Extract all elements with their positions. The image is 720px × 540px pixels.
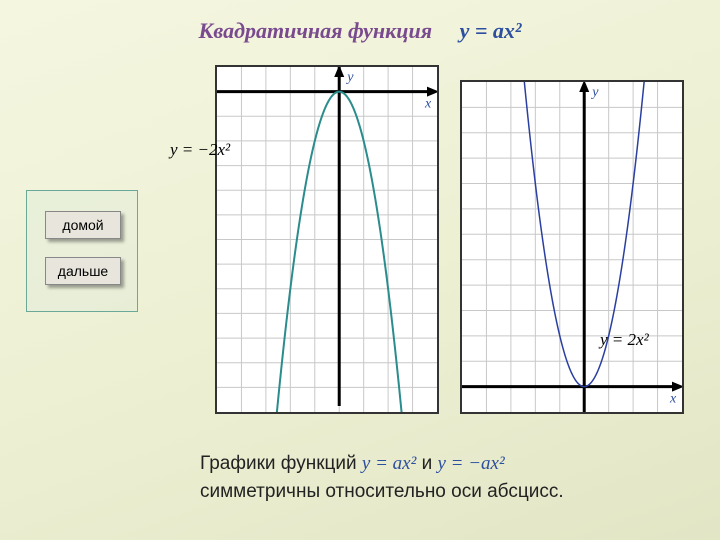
- chart-right: yx: [460, 80, 684, 414]
- caption: Графики функций y = ax² и y = −ax² симме…: [200, 450, 564, 505]
- next-button[interactable]: дальше: [45, 257, 121, 285]
- title-text-b: y = ax²: [460, 18, 522, 43]
- chart-right-formula: y = 2x²: [600, 330, 649, 350]
- title-text-a: Квадратичная функция: [199, 18, 433, 43]
- svg-text:y: y: [345, 70, 354, 85]
- svg-text:y: y: [590, 85, 599, 100]
- svg-text:x: x: [424, 97, 432, 112]
- home-button[interactable]: домой: [45, 211, 121, 239]
- svg-text:x: x: [669, 392, 677, 407]
- chart-left: yx: [215, 65, 439, 414]
- nav-panel: домой дальше: [26, 190, 138, 312]
- caption-1b: y = ax²: [362, 453, 416, 474]
- caption-2: симметричны относительно оси абсцисс.: [200, 481, 564, 502]
- caption-1c: и: [416, 453, 437, 474]
- caption-1a: Графики функций: [200, 453, 362, 474]
- caption-1d: y = −ax²: [437, 453, 504, 474]
- page-title: Квадратичная функция y = ax²: [0, 18, 720, 44]
- chart-left-formula: y = −2x²: [170, 140, 230, 160]
